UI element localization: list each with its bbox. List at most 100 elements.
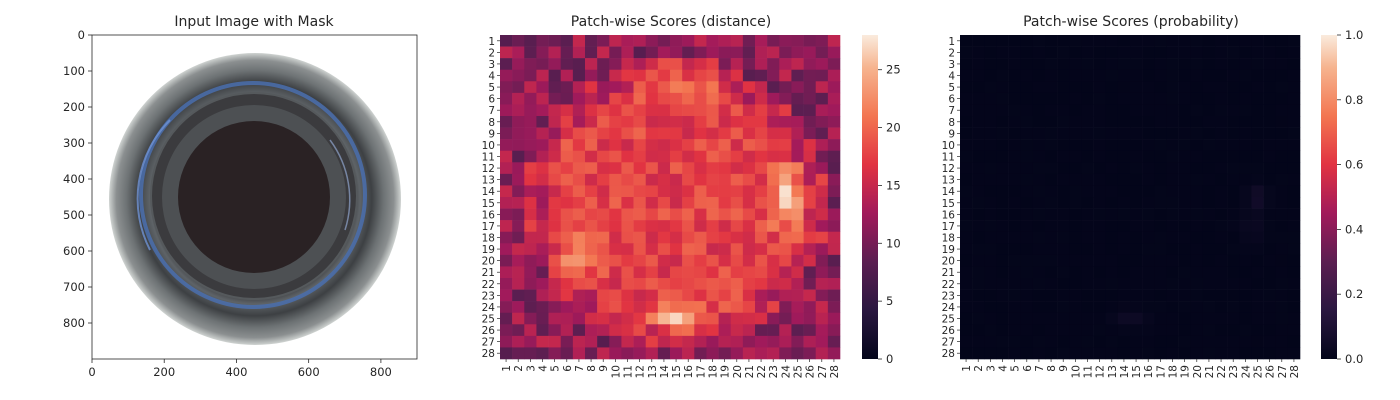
probability-row-label: 14 bbox=[942, 186, 956, 198]
probability-cell bbox=[996, 58, 1009, 71]
distance-cell bbox=[694, 92, 707, 105]
probability-cell bbox=[960, 81, 973, 94]
distance-cell bbox=[742, 173, 756, 186]
probability-cell bbox=[1178, 289, 1192, 302]
distance-cell bbox=[633, 335, 647, 348]
probability-cell bbox=[1251, 289, 1264, 302]
distance-cell bbox=[730, 104, 744, 117]
probability-cell bbox=[1130, 208, 1143, 221]
probability-cell bbox=[1166, 312, 1179, 325]
distance-cell bbox=[718, 197, 732, 209]
distance-cell bbox=[670, 116, 683, 128]
probability-cell bbox=[1081, 289, 1094, 302]
distance-cell bbox=[706, 81, 719, 94]
distance-cell bbox=[585, 35, 598, 47]
probability-cell bbox=[1202, 46, 1216, 59]
distance-cell bbox=[767, 116, 780, 128]
probability-cell bbox=[1069, 185, 1082, 198]
distance-cell bbox=[767, 173, 780, 186]
probability-cell bbox=[972, 69, 985, 82]
probability-cell bbox=[1215, 127, 1228, 140]
distance-col-label: 19 bbox=[720, 365, 732, 378]
image-x-tick-label: 800 bbox=[370, 365, 392, 379]
probability-row-label: 2 bbox=[948, 47, 955, 59]
distance-cell bbox=[803, 69, 817, 82]
probability-cell bbox=[1057, 278, 1070, 290]
probability-cell bbox=[996, 197, 1009, 209]
probability-cell bbox=[1081, 104, 1094, 117]
probability-cell bbox=[1251, 324, 1264, 337]
distance-cell bbox=[670, 197, 683, 209]
probability-col-label: 4 bbox=[998, 365, 1010, 372]
probability-cell bbox=[1032, 81, 1046, 94]
distance-cell bbox=[682, 266, 695, 279]
distance-cell bbox=[512, 35, 525, 47]
distance-cell bbox=[536, 278, 549, 290]
distance-cell bbox=[633, 231, 647, 244]
distance-cell bbox=[803, 162, 817, 175]
distance-cell bbox=[755, 185, 768, 198]
probability-cell bbox=[1190, 185, 1204, 198]
probability-cell bbox=[1275, 58, 1289, 71]
distance-cell bbox=[621, 81, 634, 94]
probability-cell bbox=[1166, 150, 1179, 163]
probability-cell bbox=[1032, 92, 1046, 105]
distance-row-labels: 1234567891011121314151617181920212223242… bbox=[482, 36, 500, 360]
probability-colorbar-ticks: 0.00.20.40.60.81.0 bbox=[1337, 28, 1363, 366]
probability-cell bbox=[1190, 347, 1204, 360]
probability-cell bbox=[984, 266, 997, 279]
probability-cell bbox=[1142, 254, 1155, 267]
probability-cell bbox=[1069, 150, 1082, 163]
image-y-tick-label: 600 bbox=[63, 244, 85, 258]
probability-cell bbox=[1166, 335, 1179, 348]
distance-cell bbox=[585, 116, 598, 128]
probability-cell bbox=[1190, 208, 1204, 221]
distance-cell bbox=[512, 231, 525, 244]
distance-row-label: 14 bbox=[482, 186, 496, 198]
distance-cell bbox=[609, 197, 622, 209]
probability-cell bbox=[1275, 185, 1289, 198]
probability-cell bbox=[1190, 324, 1204, 337]
probability-cell bbox=[1215, 46, 1228, 59]
distance-cell bbox=[536, 220, 549, 233]
probability-cell bbox=[1117, 301, 1131, 314]
distance-cell bbox=[572, 208, 586, 221]
distance-cell bbox=[779, 243, 792, 256]
distance-col-label: 23 bbox=[768, 365, 780, 378]
distance-cell bbox=[609, 254, 622, 267]
probability-colorbar-label: 0.8 bbox=[1345, 93, 1363, 107]
distance-cell bbox=[803, 127, 817, 140]
distance-cell bbox=[609, 162, 622, 175]
probability-cell bbox=[1202, 347, 1216, 360]
distance-cell bbox=[730, 35, 744, 47]
distance-cell bbox=[609, 301, 622, 314]
probability-cell bbox=[1130, 162, 1143, 175]
probability-cell bbox=[1227, 278, 1240, 290]
probability-cell bbox=[1130, 231, 1143, 244]
probability-cell bbox=[1227, 312, 1240, 325]
distance-cell bbox=[779, 220, 792, 233]
probability-cell bbox=[960, 104, 973, 117]
distance-cell bbox=[560, 116, 574, 128]
distance-cell bbox=[621, 104, 634, 117]
probability-cell bbox=[1032, 35, 1046, 47]
distance-cell bbox=[694, 81, 707, 94]
distance-cell bbox=[633, 35, 647, 47]
probability-cell bbox=[1202, 58, 1216, 71]
probability-cell bbox=[1105, 92, 1119, 105]
probability-cell bbox=[1020, 150, 1034, 163]
probability-row-label: 5 bbox=[948, 82, 955, 94]
distance-cell bbox=[597, 312, 610, 325]
probability-cell bbox=[1142, 208, 1155, 221]
distance-col-label: 18 bbox=[708, 365, 720, 378]
distance-cell bbox=[767, 197, 780, 209]
distance-cell bbox=[670, 127, 683, 140]
distance-cell bbox=[730, 266, 744, 279]
probability-cell bbox=[1215, 301, 1228, 314]
distance-cell bbox=[621, 46, 634, 59]
distance-cell bbox=[670, 278, 683, 290]
probability-cell bbox=[1154, 278, 1167, 290]
probability-cell bbox=[1142, 173, 1155, 186]
probability-cell bbox=[1057, 254, 1070, 267]
distance-cell bbox=[585, 208, 598, 221]
